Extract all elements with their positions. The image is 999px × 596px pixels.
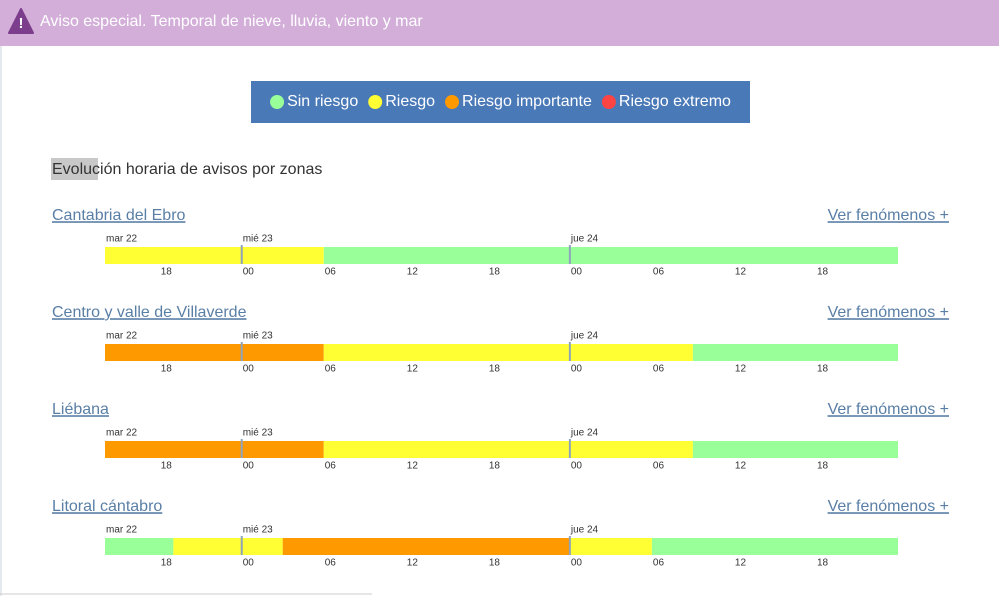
- zones: Cantabria del Ebro Ver fenómenos + mar 22 m…: [52, 207, 949, 568]
- hour-tick-label: 12: [735, 558, 747, 569]
- hour-tick-label: 06: [325, 461, 337, 472]
- header-band: [0, 0, 999, 46]
- risk-segment: [323, 344, 693, 361]
- hour-tick-label: 12: [407, 364, 419, 375]
- hour-tick-label: 06: [653, 461, 665, 472]
- risk-segment: [105, 441, 324, 458]
- zone-link[interactable]: Ver fenómenos +: [828, 304, 949, 321]
- risk-segment: [282, 538, 570, 555]
- hour-tick-label: 00: [571, 461, 583, 472]
- legend-item: Sin riesgo: [270, 93, 358, 110]
- hour-tick-label: 12: [735, 461, 747, 472]
- hour-tick-label: 18: [817, 364, 829, 375]
- risk-segment: [105, 247, 324, 264]
- legend-label: Riesgo: [385, 93, 435, 110]
- legend-item: Riesgo extremo: [601, 93, 731, 110]
- text-highlight: [51, 158, 98, 180]
- legend-item: Riesgo importante: [445, 93, 592, 110]
- hour-tick-label: 18: [489, 267, 501, 278]
- legend-box: [251, 81, 750, 123]
- hour-tick-label: 12: [735, 364, 747, 375]
- day-label: jue 24: [570, 525, 599, 536]
- hour-tick-label: 00: [571, 267, 583, 278]
- day-label: mié 23: [243, 525, 273, 536]
- hour-tick-label: 00: [243, 364, 255, 375]
- hour-tick-label: 18: [817, 267, 829, 278]
- zone-title[interactable]: Litoral cántabro: [52, 498, 162, 515]
- hour-tick-label: 18: [161, 558, 173, 569]
- hour-tick-label: 18: [161, 364, 173, 375]
- hour-tick-label: 12: [407, 558, 419, 569]
- zone: Centro y valle de Villaverde Ver fenómeno…: [52, 304, 949, 374]
- hour-tick-label: 00: [243, 267, 255, 278]
- risk-segment: [323, 441, 693, 458]
- legend-label: Riesgo importante: [462, 93, 592, 110]
- hour-tick-label: 06: [653, 364, 665, 375]
- section-title: Evolución horaria de avisos por zonas: [52, 161, 322, 178]
- legend-dot: [368, 95, 383, 109]
- risk-segment: [323, 247, 898, 264]
- day-label: mié 23: [243, 428, 273, 439]
- risk-segment: [105, 344, 324, 361]
- svg-text:!: !: [19, 15, 24, 32]
- hour-tick-label: 06: [325, 364, 337, 375]
- zone-link[interactable]: Ver fenómenos +: [828, 498, 949, 515]
- legend-dot: [445, 95, 460, 109]
- zone-link[interactable]: Ver fenómenos +: [828, 207, 949, 224]
- zone-title[interactable]: Cantabria del Ebro: [52, 207, 186, 224]
- day-label: mar 22: [106, 525, 138, 536]
- legend-dot: [270, 95, 285, 109]
- day-label: mar 22: [106, 331, 138, 342]
- zone: Liébana Ver fenómenos + mar 22 mié 23 jue 24…: [52, 401, 949, 471]
- legend: Sin riesgo Riesgo Riesgo importante Riesgo …: [270, 93, 731, 110]
- risk-segment: [105, 538, 174, 555]
- risk-segment: [692, 344, 898, 361]
- hour-tick-label: 18: [817, 461, 829, 472]
- risk-segment: [173, 538, 283, 555]
- hour-tick-label: 18: [489, 461, 501, 472]
- risk-segment: [569, 538, 652, 555]
- hour-tick-label: 18: [161, 461, 173, 472]
- risk-segment: [692, 441, 898, 458]
- hour-tick-label: 06: [653, 558, 665, 569]
- legend-label: Sin riesgo: [287, 93, 358, 110]
- hour-tick-label: 06: [325, 558, 337, 569]
- hour-tick-label: 00: [243, 461, 255, 472]
- hour-tick-label: 18: [489, 364, 501, 375]
- zone: Litoral cántabro Ver fenómenos + mar 22 mié…: [52, 498, 949, 568]
- day-label: mar 22: [106, 234, 138, 245]
- hour-tick-label: 12: [407, 461, 419, 472]
- day-label: jue 24: [570, 234, 599, 245]
- hour-tick-label: 18: [489, 558, 501, 569]
- hour-tick-label: 18: [817, 558, 829, 569]
- zone-link[interactable]: Ver fenómenos +: [828, 401, 949, 418]
- zone-title[interactable]: Centro y valle de Villaverde: [52, 304, 247, 321]
- hour-tick-label: 06: [325, 267, 337, 278]
- legend-dot: [601, 95, 616, 109]
- hour-tick-label: 00: [243, 558, 255, 569]
- header-title: Aviso especial. Temporal de nieve, lluvi…: [40, 13, 423, 30]
- day-label: mié 23: [243, 331, 273, 342]
- hour-tick-label: 06: [653, 267, 665, 278]
- legend-item: Riesgo: [368, 93, 435, 110]
- zone: Cantabria del Ebro Ver fenómenos + mar 22 m…: [52, 207, 949, 277]
- day-label: mié 23: [243, 234, 273, 245]
- warning-icon: !: [8, 8, 34, 34]
- hour-tick-label: 18: [161, 267, 173, 278]
- hour-tick-label: 00: [571, 558, 583, 569]
- zone-title[interactable]: Liébana: [52, 401, 109, 418]
- risk-segment: [651, 538, 898, 555]
- day-label: mar 22: [106, 428, 138, 439]
- legend-label: Riesgo extremo: [619, 93, 731, 110]
- day-label: jue 24: [570, 331, 599, 342]
- day-label: jue 24: [570, 428, 599, 439]
- hour-tick-label: 00: [571, 364, 583, 375]
- hour-tick-label: 12: [407, 267, 419, 278]
- hour-tick-label: 12: [735, 267, 747, 278]
